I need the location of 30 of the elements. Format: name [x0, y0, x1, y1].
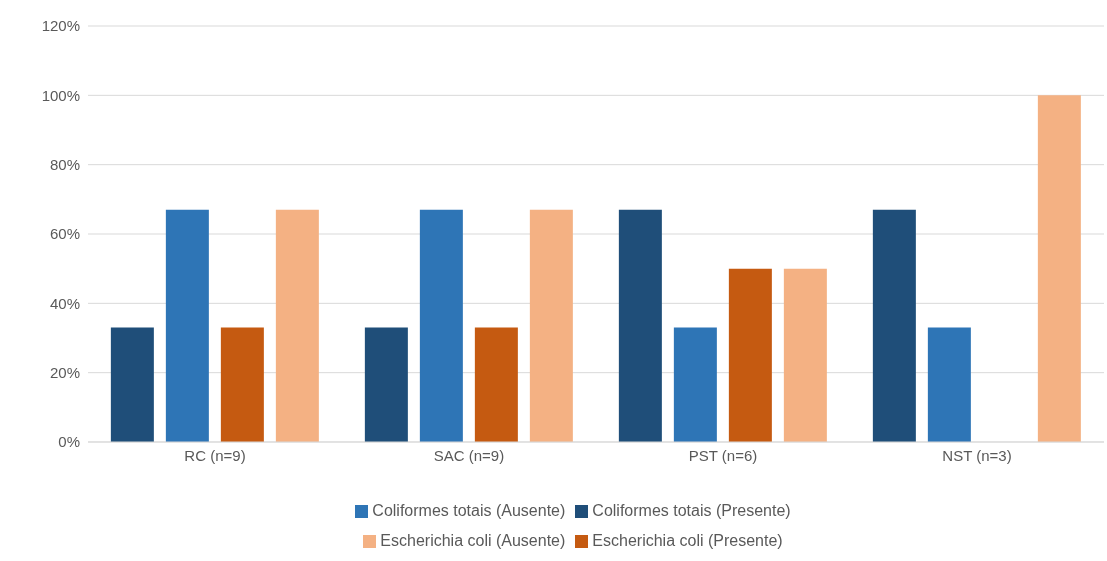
- y-tick-label: 0%: [58, 433, 80, 451]
- y-tick-label: 20%: [49, 363, 80, 381]
- bar: [110, 327, 154, 442]
- y-tick-label: 100%: [41, 86, 80, 104]
- legend-label: Escherichia coli (Ausente): [380, 532, 566, 549]
- bar: [618, 209, 662, 442]
- x-tick-label: RC (n=9): [184, 446, 246, 464]
- legend-label: Escherichia coli (Presente): [592, 532, 783, 549]
- y-tick-label: 80%: [49, 155, 80, 173]
- x-tick-label: PST (n=6): [688, 446, 758, 464]
- bar: [783, 268, 827, 442]
- bar: [927, 327, 971, 442]
- y-tick-label: 40%: [49, 294, 80, 312]
- legend-label: Coliformes totais (Presente): [592, 502, 791, 519]
- bar: [1037, 95, 1081, 442]
- bar: [419, 209, 463, 442]
- x-tick-label: SAC (n=9): [433, 446, 505, 464]
- legend-label: Coliformes totais (Ausente): [372, 502, 566, 519]
- y-tick-label: 120%: [41, 17, 80, 35]
- bar: [275, 209, 319, 442]
- y-tick-label: 60%: [49, 225, 80, 243]
- bar: [728, 268, 772, 442]
- bar: [474, 327, 518, 442]
- bar: [165, 209, 209, 442]
- bar: [364, 327, 408, 442]
- x-tick-label: NST (n=3): [942, 446, 1012, 464]
- bar: [529, 209, 573, 442]
- bar: [220, 327, 264, 442]
- bar: [673, 327, 717, 442]
- bar: [872, 209, 916, 442]
